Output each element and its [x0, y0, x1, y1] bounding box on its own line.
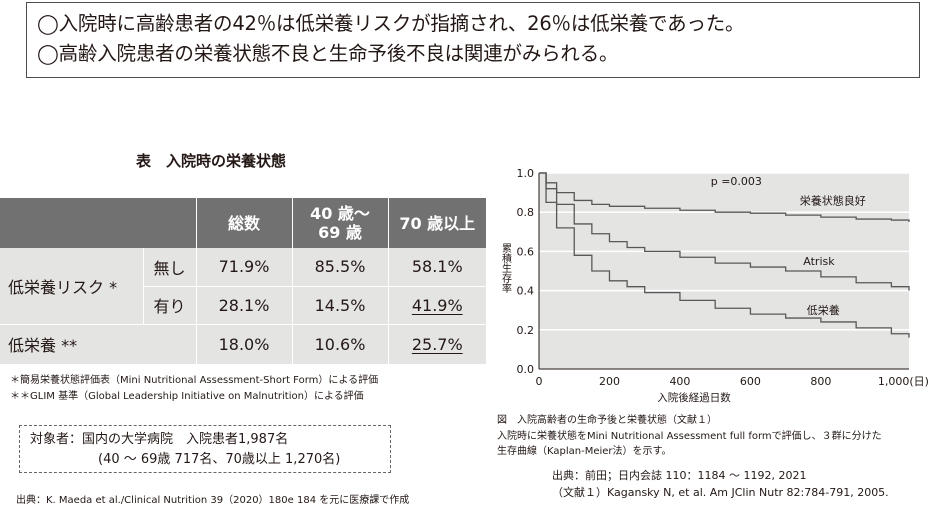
summary-line-2: ◯高齢入院患者の栄養状態不良と生命予後不良は関連がみられる。	[37, 42, 619, 65]
cell-maln-age70: 25.7%	[411, 334, 463, 354]
y-tick-label: 1.0	[517, 167, 535, 180]
x-tick-label: 400	[669, 375, 690, 388]
x-tick-label: 1,000(日)	[878, 375, 929, 388]
series-label-1: 栄養状態良好	[800, 193, 866, 207]
row-label-maln: 低栄養 **	[0, 324, 197, 365]
header-age40: 40 歳～ 69 歳	[292, 198, 389, 248]
series-line-3	[539, 172, 910, 338]
x-tick-label: 800	[810, 375, 831, 388]
caption-line-2: 入院時に栄養状態をMini Nutritional Assessment ful…	[497, 430, 882, 442]
cell-maln-total: 18.0%	[196, 324, 293, 365]
header-blank	[0, 198, 197, 248]
y-tick-label: 0.2	[517, 324, 535, 337]
cell-yes-age70-wrap: 41.9%	[388, 286, 486, 325]
cell-maln-age40: 10.6%	[292, 324, 389, 365]
figure-caption: 図 入院高齢者の生命予後と栄養状態（文献１） 入院時に栄養状態をMini Nut…	[497, 413, 882, 460]
sublabel-none: 無し	[143, 248, 197, 287]
header-age40-line2: 69 歳	[318, 223, 362, 242]
series-line-1	[539, 172, 910, 222]
survival-chart: 0.0 0.2 0.4 0.6 0.8 1.0 0 200 400 600 800 1,000(日) 入…	[500, 167, 929, 404]
x-axis-label: 入院後経過日数	[657, 391, 731, 404]
subjects-line-1: 対象者：国内の大学病院 入院患者1,987名	[30, 432, 289, 447]
cell-none-total: 71.9%	[196, 248, 293, 287]
series-line-2	[539, 172, 910, 291]
table-notes: ＊簡易栄養状態評価表（Mini Nutritional Assessment-S…	[10, 373, 378, 405]
y-tick-label: 0.8	[517, 206, 535, 219]
y-tick-label: 0.6	[517, 245, 535, 258]
x-tick-label: 0	[536, 375, 543, 388]
y-axis-label: 累積生存率	[500, 243, 512, 294]
series-label-2: Atrisk	[803, 255, 835, 268]
source-right: 出典：前田；日内会誌 110：1184 ～ 1192, 2021 （文献１）Ka…	[552, 467, 889, 501]
cell-yes-age70: 41.9%	[411, 295, 463, 315]
table-row-maln: 低栄養 ** 18.0% 10.6% 25.7%	[0, 324, 486, 365]
source-right-line-1: 出典：前田；日内会誌 110：1184 ～ 1192, 2021	[552, 469, 807, 482]
series-label-3: 低栄養	[807, 303, 840, 317]
row-label-risk: 低栄養リスク *	[0, 248, 144, 325]
y-tick-label: 0.0	[517, 363, 535, 376]
source-right-line-2: （文献１）Kagansky N, et al. Am JClin Nutr 82…	[552, 486, 889, 499]
cell-none-age40: 85.5%	[292, 248, 389, 287]
table-header-row: 総数 40 歳～ 69 歳 70 歳以上	[0, 198, 486, 248]
cell-yes-total: 28.1%	[196, 286, 293, 325]
subjects-box: 対象者：国内の大学病院 入院患者1,987名 (40 ～ 69歳 717名、70…	[19, 425, 391, 473]
cell-maln-age70-wrap: 25.7%	[388, 324, 486, 365]
cell-none-age70: 58.1%	[388, 248, 486, 287]
table-row-risk-none: 低栄養リスク * 無し 71.9% 85.5% 58.1%	[0, 248, 486, 325]
x-tick-label: 600	[740, 375, 761, 388]
header-total: 総数	[196, 198, 293, 248]
caption-line-3: 生存曲線（Kaplan-Meier法）を示す。	[497, 446, 672, 457]
cell-yes-age40: 14.5%	[292, 286, 389, 325]
p-value-annotation: p =0.003	[711, 175, 762, 188]
table-title: 表 入院時の栄養状態	[136, 152, 287, 170]
note-2: ＊＊GLIM 基準（Global Leadership Initiative o…	[10, 391, 364, 402]
note-1: ＊簡易栄養状態評価表（Mini Nutritional Assessment-S…	[10, 375, 379, 386]
source-left: 出典：K. Maeda et al./Clinical Nutrition 39…	[16, 495, 410, 506]
header-age70: 70 歳以上	[388, 198, 486, 248]
x-tick-label: 200	[599, 375, 620, 388]
subjects-line-2: (40 ～ 69歳 717名、70歳以上 1,270名)	[98, 452, 341, 467]
summary-line-1: ◯入院時に高齢患者の42％は低栄養リスクが指摘され、26％は低栄養であった。	[37, 12, 745, 35]
caption-line-1: 図 入院高齢者の生命予後と栄養状態（文献１）	[497, 415, 717, 426]
table-row-risk-yes: 有り 28.1% 14.5% 41.9%	[0, 286, 486, 325]
header-age40-line1: 40 歳～	[310, 204, 370, 223]
summary-box: ◯入院時に高齢患者の42％は低栄養リスクが指摘され、26％は低栄養であった。 ◯…	[26, 2, 920, 78]
sublabel-yes: 有り	[143, 286, 197, 325]
y-tick-label: 0.4	[517, 285, 535, 298]
nutrition-table: 総数 40 歳～ 69 歳 70 歳以上 低栄養リスク * 無し 71.9% 85…	[0, 198, 486, 365]
